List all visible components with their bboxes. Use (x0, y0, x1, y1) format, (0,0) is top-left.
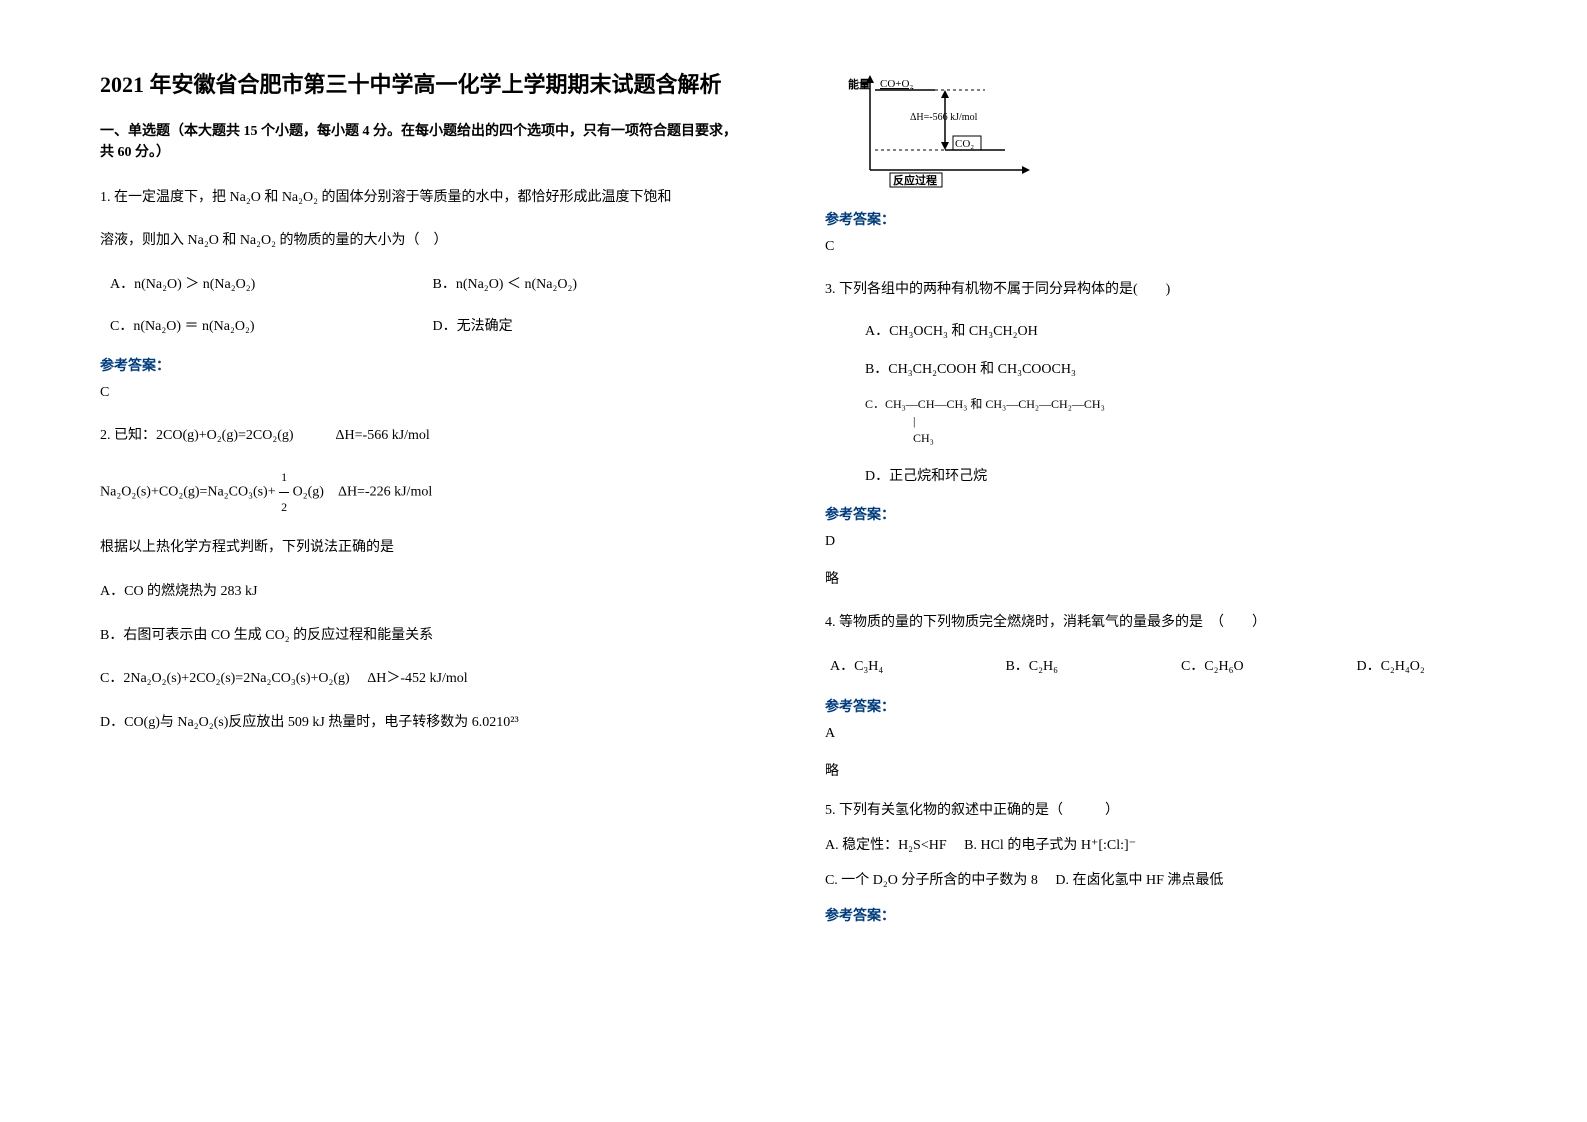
q3-optC-l1: C．CH₃—CH—CH₃ 和 CH₃—CH₂—CH₂—CH₃ (865, 396, 1527, 413)
q4-lue: 略 (825, 760, 1527, 780)
y-axis-label: 能量 (848, 77, 870, 91)
q2-eq2-left: Na₂O₂(s)+CO₂(g)=Na₂CO₃(s)+ (100, 484, 279, 499)
q1-row2: C．n(Na₂O) ＝ n(Na₂O₂) D．无法确定 (100, 310, 745, 344)
q1-line2: 溶液，则加入 Na₂O 和 Na₂O₂ 的物质的量的大小为（ ） (100, 224, 745, 258)
q5-optC: C. 一个 D₂O 分子所含的中子数为 8 (825, 873, 1038, 888)
q2-eq2-right: O₂(g) ΔH=-226 kJ/mol (293, 484, 433, 499)
q4-options-row: A．C₃H₄ B．C₂H₆ C．C₂H₆O D．C₂H₄O₂ (825, 650, 1527, 684)
frac-den: 2 (279, 493, 289, 522)
exam-title: 2021 年安徽省合肥市第三十中学高一化学上学期期末试题含解析 (100, 70, 745, 101)
q5-optA: A. 稳定性：H₂S<HF (825, 838, 947, 853)
q3-optA: A．CH₃OCH₃ 和 CH₃CH₂OH (825, 317, 1527, 348)
q3-optC-l3: CH₃ (865, 430, 1527, 447)
q4-ans: A (825, 726, 1527, 742)
q1-optD: D．无法确定 (422, 310, 744, 344)
q2-text: 2. 已知：2CO(g)+O₂(g)=2CO₂(g) ΔH=-566 kJ/mo… (100, 419, 745, 453)
q2-eq2: Na₂O₂(s)+CO₂(g)=Na₂CO₃(s)+ 1 2 O₂(g) ΔH=… (100, 463, 745, 522)
q5-optB: B. HCl 的电子式为 H⁺[:Cl:]⁻ (964, 838, 1136, 853)
dh-arrow-down (941, 142, 949, 150)
q5-optD: D. 在卤化氢中 HF 沸点最低 (1055, 873, 1223, 888)
q3-ans-label: 参考答案： (825, 504, 1527, 524)
page-container: 2021 年安徽省合肥市第三十中学高一化学上学期期末试题含解析 一、单选题（本大… (0, 0, 1587, 1122)
q3-optC-l2: | (865, 413, 1527, 430)
frac-num: 1 (279, 463, 289, 493)
q1-optA: A．n(Na₂O) ＞ n(Na₂O₂) (100, 268, 422, 302)
q3-optD: D．正己烷和环己烷 (825, 462, 1527, 493)
fraction-half: 1 2 (279, 463, 289, 522)
q4-optA: A．C₃H₄ (825, 650, 1001, 684)
right-column: 能量 CO+O₂ ΔH=-566 kJ/mol CO₂ 反应过程 参考答案： C… (785, 70, 1527, 1082)
q2-optA: A．CO 的燃烧热为 283 kJ (100, 575, 745, 609)
q2-optD: D．CO(g)与 Na₂O₂(s)反应放出 509 kJ 热量时，电子转移数为 … (100, 706, 745, 740)
top-state-label: CO+O₂ (880, 78, 913, 90)
q1-optC: C．n(Na₂O) ＝ n(Na₂O₂) (100, 310, 422, 344)
q2-ans: C (825, 239, 1527, 255)
dh-arrow-up (941, 90, 949, 98)
x-arrow (1022, 166, 1030, 174)
q3-lue: 略 (825, 568, 1527, 588)
q5-optAB: A. 稳定性：H₂S<HF B. HCl 的电子式为 H⁺[:Cl:]⁻ (825, 833, 1527, 858)
q1-row1: A．n(Na₂O) ＞ n(Na₂O₂) B．n(Na₂O) ＜ n(Na₂O₂… (100, 268, 745, 302)
energy-diagram: 能量 CO+O₂ ΔH=-566 kJ/mol CO₂ 反应过程 (845, 70, 1527, 195)
q2-ans-label: 参考答案： (825, 209, 1527, 229)
q4-optC: C．C₂H₆O (1176, 650, 1352, 684)
q3-ans: D (825, 534, 1527, 550)
q4-optD: D．C₂H₄O₂ (1351, 650, 1527, 684)
q2-sub: 根据以上热化学方程式判断，下列说法正确的是 (100, 531, 745, 565)
q1-line1: 1. 在一定温度下，把 Na₂O 和 Na₂O₂ 的固体分别溶于等质量的水中，都… (100, 181, 745, 215)
q4-ans-label: 参考答案： (825, 696, 1527, 716)
q3-optC: C．CH₃—CH—CH₃ 和 CH₃—CH₂—CH₂—CH₃ | CH₃ (825, 396, 1527, 446)
left-column: 2021 年安徽省合肥市第三十中学高一化学上学期期末试题含解析 一、单选题（本大… (100, 70, 785, 1082)
x-axis-label: 反应过程 (893, 173, 937, 187)
q2-optC: C．2Na₂O₂(s)+2CO₂(s)=2Na₂CO₃(s)+O₂(g) ΔH＞… (100, 662, 745, 696)
section-header: 一、单选题（本大题共 15 个小题，每小题 4 分。在每小题给出的四个选项中，只… (100, 121, 745, 163)
q4-text: 4. 等物质的量的下列物质完全燃烧时，消耗氧气的量最多的是 （ ） (825, 606, 1527, 640)
energy-diagram-svg: 能量 CO+O₂ ΔH=-566 kJ/mol CO₂ 反应过程 (845, 70, 1045, 190)
q3-text: 3. 下列各组中的两种有机物不属于同分异构体的是( ) (825, 273, 1527, 307)
q5-optCD: C. 一个 D₂O 分子所含的中子数为 8 D. 在卤化氢中 HF 沸点最低 (825, 868, 1527, 893)
q1-ans: C (100, 385, 745, 401)
q2-optB: B．右图可表示由 CO 生成 CO₂ 的反应过程和能量关系 (100, 619, 745, 653)
q5-text: 5. 下列有关氢化物的叙述中正确的是（ ） (825, 798, 1527, 823)
dh-label: ΔH=-566 kJ/mol (910, 112, 978, 123)
q5-ans-label: 参考答案： (825, 905, 1527, 925)
bottom-state-label: CO₂ (955, 138, 974, 150)
q1-optB: B．n(Na₂O) ＜ n(Na₂O₂) (422, 268, 744, 302)
q1-ans-label: 参考答案： (100, 355, 745, 375)
q4-optB: B．C₂H₆ (1000, 650, 1176, 684)
q3-optB: B．CH₃CH₂COOH 和 CH₃COOCH₃ (825, 355, 1527, 386)
